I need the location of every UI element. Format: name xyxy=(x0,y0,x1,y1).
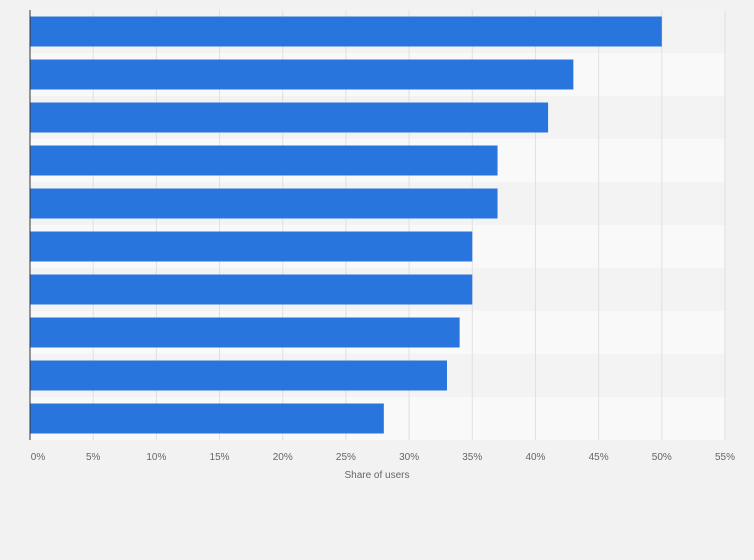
x-tick-label: 15% xyxy=(210,452,230,463)
x-tick-label: 10% xyxy=(146,452,166,463)
bar[interactable] xyxy=(30,317,460,348)
bar[interactable] xyxy=(30,102,549,133)
bar[interactable] xyxy=(30,231,473,262)
x-tick-label: 40% xyxy=(525,452,545,463)
bar[interactable] xyxy=(30,16,662,47)
bar[interactable] xyxy=(30,403,384,434)
x-tick-label: 55% xyxy=(715,452,735,463)
x-tick-label: 5% xyxy=(86,452,101,463)
x-tick-label: 30% xyxy=(399,452,419,463)
x-tick-label: 25% xyxy=(336,452,356,463)
x-tick-label: 50% xyxy=(652,452,672,463)
bar[interactable] xyxy=(30,145,498,176)
bar[interactable] xyxy=(30,188,498,219)
x-tick-label: 45% xyxy=(589,452,609,463)
x-tick-label: 20% xyxy=(273,452,293,463)
x-axis-label: Share of users xyxy=(344,470,409,481)
x-tick-label: 0% xyxy=(31,452,46,463)
bar[interactable] xyxy=(30,360,447,391)
x-tick-label: 35% xyxy=(462,452,482,463)
bar[interactable] xyxy=(30,59,574,90)
bar[interactable] xyxy=(30,274,473,305)
